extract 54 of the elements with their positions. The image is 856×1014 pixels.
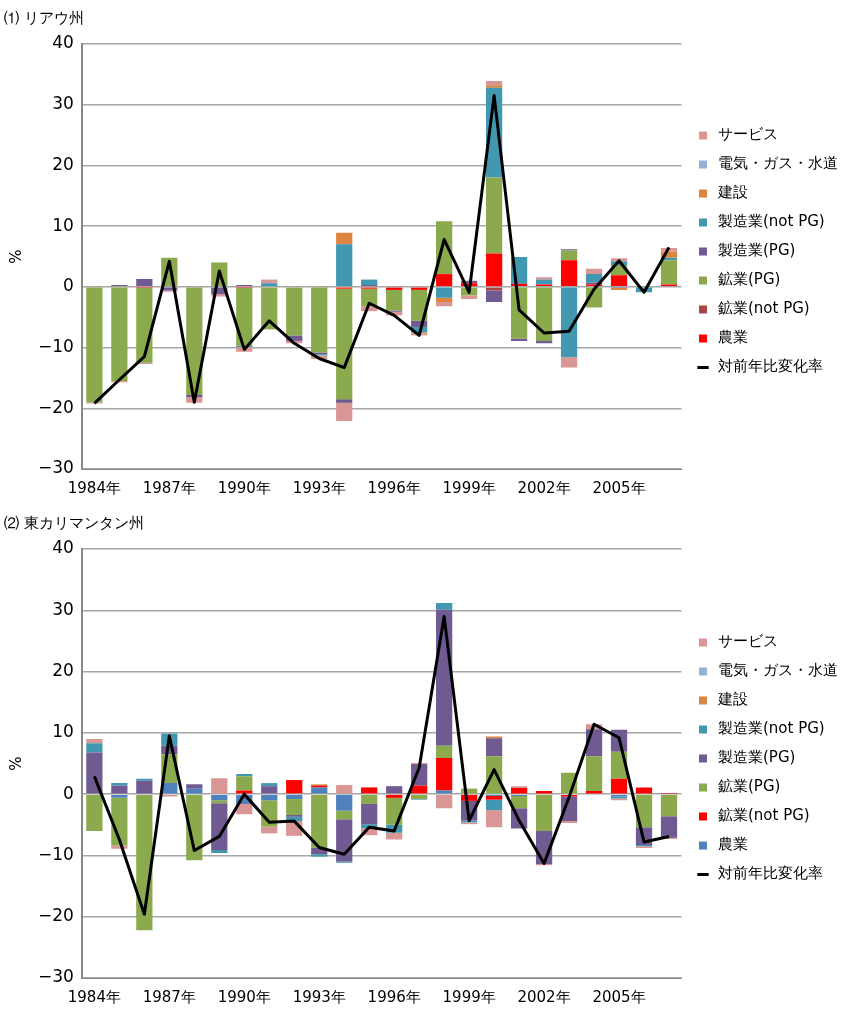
x-tick-label: 1999年 xyxy=(442,987,496,1006)
legend-label: 建設 xyxy=(717,690,748,709)
y-tick-label: −20 xyxy=(37,905,74,926)
legend-label: 鉱業(not PG) xyxy=(718,806,810,825)
chart-title: ⑵ 東カリマンタン州 xyxy=(4,513,144,532)
legend-label: 製造業(not PG) xyxy=(718,719,825,738)
y-axis-title: % xyxy=(6,249,25,264)
legend-label: 製造業(not PG) xyxy=(718,212,825,231)
y-tick-label: −30 xyxy=(37,966,74,987)
legend-label: 建設 xyxy=(717,183,748,202)
legend-label: 製造業(PG) xyxy=(718,241,796,260)
legend-label: サービス xyxy=(718,125,778,144)
x-tick-label: 1993年 xyxy=(292,987,346,1006)
x-tick-label: 1987年 xyxy=(142,987,196,1006)
y-tick-label: 40 xyxy=(52,537,74,558)
x-tick-label: 1999年 xyxy=(442,478,496,497)
y-tick-label: −10 xyxy=(37,843,74,864)
x-tick-label: 1993年 xyxy=(292,478,346,497)
legend-label: 対前年比変化率 xyxy=(718,864,823,883)
x-tick-label: 2005年 xyxy=(592,478,646,497)
x-tick-label: 1996年 xyxy=(367,478,421,497)
y-tick-label: 20 xyxy=(52,153,74,174)
legend-label: 対前年比変化率 xyxy=(718,357,823,376)
y-tick-label: 10 xyxy=(52,721,74,742)
x-tick-label: 1990年 xyxy=(217,987,271,1006)
y-tick-label: −30 xyxy=(37,457,74,478)
y-tick-label: 0 xyxy=(63,782,74,803)
legend-label: 電気・ガス・水道 xyxy=(718,154,838,173)
chart-title: ⑴ リアウ州 xyxy=(4,8,84,27)
x-tick-label: 2005年 xyxy=(592,987,646,1006)
legend-label: サービス xyxy=(718,632,778,651)
legend-label: 鉱業(PG) xyxy=(718,777,781,796)
legend-label: 農業 xyxy=(718,328,748,347)
y-tick-label: 30 xyxy=(52,598,74,619)
x-tick-label: 2002年 xyxy=(517,478,571,497)
x-tick-label: 1990年 xyxy=(217,478,271,497)
x-tick-label: 1984年 xyxy=(67,987,121,1006)
x-tick-label: 1996年 xyxy=(367,987,421,1006)
x-tick-label: 1987年 xyxy=(142,478,196,497)
legend-label: 電気・ガス・水道 xyxy=(718,661,838,680)
legend-label: 製造業(PG) xyxy=(718,748,796,767)
legend-label: 農業 xyxy=(718,835,748,854)
y-tick-label: 20 xyxy=(52,659,74,680)
y-tick-label: 0 xyxy=(63,275,74,296)
y-tick-label: −10 xyxy=(37,335,74,356)
x-tick-label: 2002年 xyxy=(517,987,571,1006)
legend-label: 鉱業(not PG) xyxy=(718,299,810,318)
y-tick-label: −20 xyxy=(37,396,74,417)
y-tick-label: 10 xyxy=(52,214,74,235)
y-tick-label: 40 xyxy=(52,32,74,53)
legend-label: 鉱業(PG) xyxy=(718,270,781,289)
y-tick-label: 30 xyxy=(52,93,74,114)
y-axis-title: % xyxy=(6,756,25,771)
x-tick-label: 1984年 xyxy=(67,478,121,497)
